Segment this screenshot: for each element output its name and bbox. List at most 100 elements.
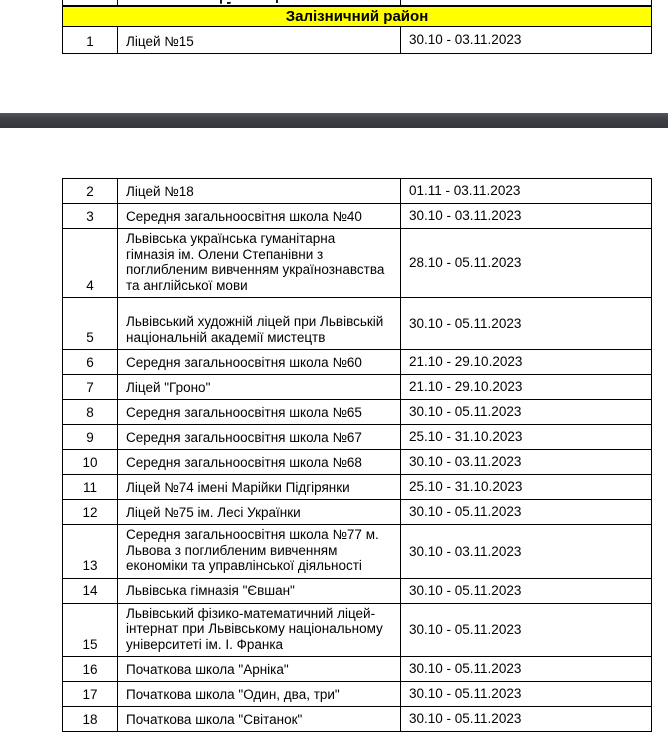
row-number: 17 [82,686,98,702]
school-name: Ліцей №18 [126,183,194,199]
school-row: 10 Середня загальноосвітня школа №68 30.… [63,450,652,475]
vacation-dates: 30.10 - 05.11.2023 [409,582,522,598]
school-name: Середня загальноосвітня школа №77 м. Льв… [126,527,379,573]
clipped-text-fragment [227,2,231,4]
school-name-cell: Початкова школа "Світанок" [118,707,401,732]
district-header-label: Залізничний район [63,6,652,27]
row-number: 6 [86,354,94,370]
district-header-row: Залізничний район [63,6,652,27]
school-row: 17 Початкова школа "Один, два, три" 30.1… [63,682,652,707]
vacation-dates: 30.10 - 05.11.2023 [409,711,522,727]
school-name-cell: Ліцей №18 [118,179,401,204]
row-number-cell: 16 [63,657,118,682]
row-number-cell: 2 [63,179,118,204]
school-name: Львівська українська гуманітарна гімназі… [126,231,385,293]
school-row: 16 Початкова школа "Арніка" 30.10 - 05.1… [63,657,652,682]
row-number-cell: 8 [63,400,118,425]
school-row: 3 Середня загальноосвітня школа №40 30.1… [63,204,652,229]
school-row: 11 Ліцей №74 імені Марійки Підгірянки 25… [63,475,652,500]
dates-cell: 21.10 - 29.10.2023 [401,375,652,400]
row-number: 11 [82,479,97,495]
row-number-cell: 5 [63,298,118,350]
dates-cell: 25.10 - 31.10.2023 [401,475,652,500]
clipped-text-fragment [276,0,278,3]
dates-cell: 30.10 - 03.11.2023 [401,450,652,475]
school-row: 9 Середня загальноосвітня школа №67 25.1… [63,425,652,450]
vacation-dates: 30.10 - 05.11.2023 [409,404,522,420]
clipped-row-fragment [63,0,652,6]
school-name-cell: Львівська гімназія "Євшан" [118,578,401,604]
row-number-cell: 7 [63,375,118,400]
clipped-text-fragment [220,0,222,4]
row-number: 4 [86,277,94,293]
row-number: 1 [86,33,94,49]
school-row: 4 Львівська українська гуманітарна гімна… [63,229,652,298]
school-name: Початкова школа "Арніка" [126,661,289,677]
dates-cell: 30.10 - 05.11.2023 [401,500,652,525]
page-separator-bar [0,113,668,128]
row-number: 8 [86,404,94,420]
table-rows-page1: 1 Ліцей №15 30.10 - 03.11.2023 [63,27,652,54]
school-name-cell: Ліцей №75 ім. Лесі Українки [118,500,401,525]
row-number-cell: 17 [63,682,118,707]
vacation-dates: 25.10 - 31.10.2023 [409,479,523,495]
row-number: 16 [82,661,98,677]
vacation-dates: 30.10 - 03.11.2023 [409,543,522,559]
school-row: 1 Ліцей №15 30.10 - 03.11.2023 [63,27,652,54]
row-number: 9 [86,429,94,445]
school-name: Ліцей №15 [126,33,194,49]
school-name: Середня загальноосвітня школа №40 [126,208,362,224]
dates-cell: 01.11 - 03.11.2023 [401,179,652,204]
dates-cell [401,0,652,6]
row-number-cell: 18 [63,707,118,732]
school-name: Початкова школа "Світанок" [126,711,303,727]
row-number-cell [63,0,118,6]
school-name-cell: Початкова школа "Арніка" [118,657,401,682]
dates-cell: 28.10 - 05.11.2023 [401,229,652,298]
dates-cell: 30.10 - 03.11.2023 [401,204,652,229]
row-number-cell: 3 [63,204,118,229]
schools-table-page1: Залізничний район 1 Ліцей №15 30.10 - 03… [62,0,652,54]
row-number: 7 [86,379,94,395]
vacation-dates: 30.10 - 03.11.2023 [409,208,522,224]
dates-cell: 30.10 - 05.11.2023 [401,400,652,425]
row-number-cell: 15 [63,603,118,657]
row-number: 2 [86,183,94,199]
school-name-cell: Середня загальноосвітня школа №40 [118,204,401,229]
school-name-cell: Ліцей №74 імені Марійки Підгірянки [118,475,401,500]
vacation-dates: 30.10 - 05.11.2023 [409,661,522,677]
vacation-dates: 21.10 - 29.10.2023 [409,354,523,370]
school-row: 8 Середня загальноосвітня школа №65 30.1… [63,400,652,425]
school-name-cell: Середня загальноосвітня школа №67 [118,425,401,450]
school-row: 6 Середня загальноосвітня школа №60 21.1… [63,350,652,375]
vacation-dates: 30.10 - 05.11.2023 [409,622,522,637]
school-name-cell: Львівський фізико-математичний ліцей-інт… [118,603,401,657]
vacation-dates: 28.10 - 05.11.2023 [409,255,522,271]
dates-cell: 30.10 - 05.11.2023 [401,578,652,604]
row-number-cell: 11 [63,475,118,500]
school-name-cell: Ліцей "Гроно" [118,375,401,400]
row-number: 12 [82,504,98,520]
dates-cell: 30.10 - 03.11.2023 [401,525,652,579]
school-name-cell: Середня загальноосвітня школа №65 [118,400,401,425]
school-name-cell: Львівська українська гуманітарна гімназі… [118,229,401,298]
row-number-cell: 1 [63,27,118,54]
school-name: Середня загальноосвітня школа №68 [126,454,362,470]
vacation-dates: 30.10 - 03.11.2023 [409,32,522,48]
school-name: Середня загальноосвітня школа №65 [126,404,362,420]
row-number-cell: 10 [63,450,118,475]
vacation-dates: 30.10 - 05.11.2023 [409,686,522,702]
school-name-cell: Середня загальноосвітня школа №68 [118,450,401,475]
school-name-cell: Ліцей №15 [118,27,401,54]
row-number: 3 [86,208,94,224]
row-number: 14 [82,583,98,598]
dates-cell: 30.10 - 03.11.2023 [401,27,652,54]
school-row: 2 Ліцей №18 01.11 - 03.11.2023 [63,179,652,204]
row-number: 5 [86,329,94,345]
school-name: Ліцей №74 імені Марійки Підгірянки [126,479,350,495]
row-number-cell: 6 [63,350,118,375]
row-number-cell: 12 [63,500,118,525]
row-number: 13 [82,558,98,573]
school-name: Львівський художній ліцей при Львівській… [126,314,384,345]
